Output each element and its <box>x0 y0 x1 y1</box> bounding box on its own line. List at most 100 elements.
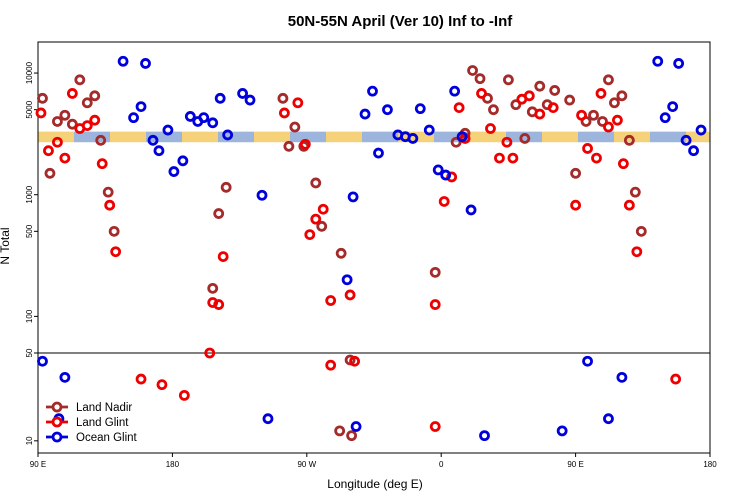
band-segment <box>470 131 506 143</box>
land-glint-point <box>547 102 559 114</box>
ocean-glint-point <box>373 147 384 159</box>
ocean-glint-point <box>367 85 378 97</box>
ocean-glint-point <box>37 355 48 367</box>
land-glint-point <box>591 152 602 164</box>
band-segment <box>506 131 542 143</box>
legend-label-land-glint: Land Glint <box>76 417 129 429</box>
land-glint-point <box>576 109 587 121</box>
land-nadir-point <box>66 118 78 130</box>
ocean-glint-point <box>695 124 707 136</box>
ocean-glint-point <box>59 371 71 383</box>
land-nadir-point <box>277 92 289 104</box>
ocean-glint-point <box>652 55 664 67</box>
land-glint-point <box>59 152 71 164</box>
ocean-glint-point <box>117 55 129 67</box>
land-nadir-point <box>108 225 120 237</box>
land-glint-point <box>523 90 535 102</box>
band-segment <box>686 131 710 143</box>
ocean-glint-point <box>184 111 196 122</box>
land-glint-point <box>595 88 607 99</box>
band-segment <box>182 131 218 143</box>
ocean-glint-point <box>177 155 189 167</box>
x-tick-label: 180 <box>703 460 717 469</box>
land-nadir-point <box>335 247 347 259</box>
land-nadir-point <box>564 94 576 106</box>
y-tick-label: 10000 <box>25 61 34 84</box>
band-segment <box>290 131 326 143</box>
band-segment <box>326 131 362 143</box>
land-glint-point <box>278 107 290 119</box>
land-nadir-point <box>597 116 608 127</box>
ocean-glint-point <box>237 88 248 99</box>
ocean-glint-point <box>414 103 426 115</box>
ocean-glint-point <box>222 129 234 141</box>
land-nadir-point <box>102 186 114 198</box>
land-nadir-point <box>502 74 514 86</box>
land-glint-point <box>292 97 304 109</box>
x-axis-label: Longitude (deg E) <box>327 477 422 491</box>
ocean-glint-point <box>214 92 226 104</box>
ocean-glint-point <box>432 164 444 176</box>
land-glint-point <box>325 359 337 371</box>
land-nadir-point <box>429 266 441 278</box>
x-tick-label: 90 E <box>567 460 583 469</box>
land-glint-point <box>623 199 635 211</box>
land-nadir-point <box>74 74 86 86</box>
legend-marker-ocean-glint <box>51 431 63 443</box>
land-nadir-point <box>95 134 107 146</box>
land-glint-point <box>612 114 623 126</box>
land-glint-point <box>110 246 122 258</box>
land-glint-point <box>96 158 108 170</box>
land-glint-point <box>156 379 168 391</box>
legend-marker-land-nadir <box>51 401 63 413</box>
y-tick-label: 5000 <box>25 100 34 118</box>
land-glint-point <box>485 123 496 134</box>
land-nadir-point <box>346 430 358 442</box>
ocean-glint-point <box>465 204 477 216</box>
land-glint-point <box>66 88 78 99</box>
band-segment <box>74 131 110 143</box>
ocean-glint-point <box>680 134 692 146</box>
land-glint-point <box>317 203 329 215</box>
land-glint-point <box>582 143 593 154</box>
land-glint-point <box>204 347 216 359</box>
land-nadir-point <box>534 80 546 92</box>
ocean-glint-point <box>359 108 371 120</box>
ocean-glint-point <box>262 413 274 425</box>
ocean-glint-point <box>688 145 699 157</box>
band-segment <box>254 131 290 143</box>
ocean-glint-point <box>168 166 180 177</box>
ocean-glint-point <box>556 425 568 437</box>
land-glint-point <box>299 138 311 150</box>
plot-frame <box>37 41 711 454</box>
land-glint-point <box>310 213 322 225</box>
axes-frame <box>37 41 711 454</box>
land-nadir-point <box>474 73 486 85</box>
ocean-glint-point <box>673 58 685 69</box>
land-nadir-point <box>81 97 93 109</box>
ocean-glint-point <box>347 191 359 203</box>
ocean-glint-point <box>479 430 490 442</box>
land-glint-point <box>325 295 337 306</box>
land-nadir-point <box>616 90 628 102</box>
ocean-glint-point <box>667 101 679 113</box>
land-glint-point <box>670 373 682 385</box>
ocean-glint-point <box>659 112 671 124</box>
land-nadir-point <box>220 181 232 193</box>
ocean-glint-point <box>162 124 174 136</box>
y-tick-label: 50 <box>25 348 34 357</box>
axis-ticks: 90 E 180 90 W 0 90 E 180 100 500 1000 5000 10000 10… <box>25 61 717 469</box>
land-glint-point <box>446 171 458 183</box>
ocean-glint-point <box>198 112 210 124</box>
land-glint-point <box>349 355 360 367</box>
band-segment <box>362 131 398 143</box>
land-glint-point <box>217 251 229 262</box>
y-tick-label: 500 <box>25 224 34 238</box>
land-nadir-point <box>603 74 614 86</box>
band-segment <box>650 131 686 143</box>
land-glint-point <box>476 88 487 99</box>
land-nadir-point <box>89 90 101 102</box>
ocean-glint-point <box>147 134 159 146</box>
